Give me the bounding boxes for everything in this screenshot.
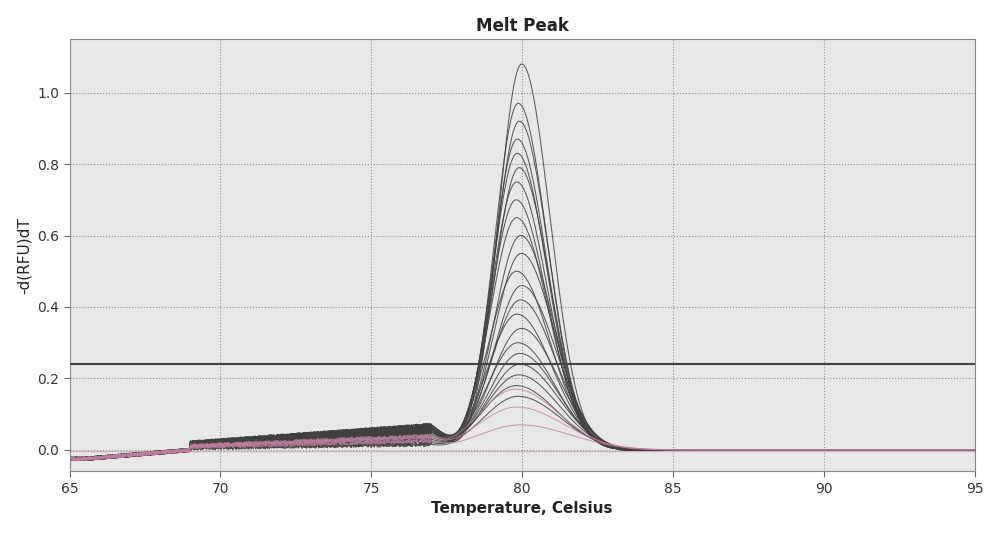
Y-axis label: -d(RFU)dT: -d(RFU)dT [17,217,32,294]
X-axis label: Temperature, Celsius: Temperature, Celsius [431,502,613,516]
Title: Melt Peak: Melt Peak [476,17,569,35]
